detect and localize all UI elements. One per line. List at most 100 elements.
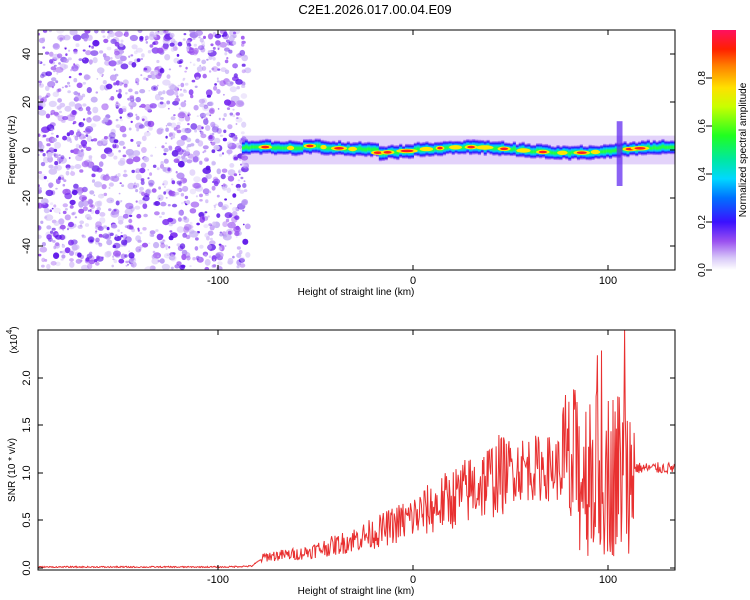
noise-speckle (240, 176, 244, 180)
noise-speckle (232, 63, 239, 69)
noise-speckle (115, 101, 119, 105)
noise-speckle (115, 124, 121, 128)
noise-speckle (211, 126, 219, 133)
noise-speckle (236, 117, 239, 120)
noise-speckle (207, 230, 214, 236)
noise-speckle (148, 126, 153, 131)
noise-speckle (40, 198, 49, 205)
noise-speckle (229, 202, 232, 205)
noise-speckle (164, 54, 171, 61)
noise-speckle (42, 156, 49, 164)
noise-speckle (103, 38, 109, 44)
noise-speckle (160, 242, 166, 249)
noise-speckle (176, 148, 184, 155)
noise-speckle (161, 263, 170, 270)
noise-speckle (184, 70, 187, 73)
noise-speckle (186, 255, 191, 261)
noise-speckle (242, 154, 246, 157)
noise-speckle (188, 224, 194, 229)
noise-speckle (183, 152, 187, 157)
noise-speckle (92, 106, 99, 114)
noise-speckle (233, 36, 236, 38)
noise-speckle (50, 202, 54, 206)
noise-speckle (152, 164, 157, 168)
noise-speckle (38, 60, 41, 64)
noise-speckle (117, 215, 125, 222)
noise-speckle (110, 223, 118, 229)
noise-speckle (196, 222, 200, 226)
noise-speckle (241, 69, 246, 74)
noise-speckle (40, 220, 44, 224)
noise-speckle (124, 254, 128, 258)
noise-speckle (239, 189, 245, 194)
noise-speckle (61, 177, 65, 181)
noise-speckle (233, 226, 241, 233)
noise-speckle (181, 253, 187, 261)
noise-speckle (55, 261, 61, 267)
noise-speckle (243, 162, 249, 169)
noise-speckle (110, 199, 113, 202)
noise-speckle (121, 239, 128, 246)
noise-speckle (74, 216, 78, 219)
noise-speckle (84, 223, 90, 227)
noise-speckle (107, 151, 114, 157)
noise-speckle (211, 149, 216, 154)
noise-speckle (211, 132, 215, 136)
noise-speckle (60, 258, 64, 261)
noise-speckle (160, 201, 167, 207)
noise-speckle (91, 179, 96, 183)
noise-speckle (65, 189, 69, 192)
noise-speckle (211, 67, 215, 71)
noise-speckle (136, 213, 142, 219)
noise-speckle (235, 117, 243, 123)
noise-speckle (204, 266, 210, 270)
noise-speckle (68, 85, 71, 87)
noise-speckle (112, 258, 115, 261)
noise-speckle (242, 183, 247, 188)
snr-x-axis: -100 0 100 Height of straight line (km) (207, 330, 617, 597)
signal-band-segment (244, 139, 248, 155)
noise-speckle (52, 43, 60, 50)
noise-speckle (43, 208, 50, 214)
noise-speckle (224, 52, 228, 56)
noise-speckle (232, 114, 236, 118)
noise-speckle (236, 187, 241, 192)
noise-speckle (77, 150, 85, 157)
noise-speckle (115, 200, 120, 206)
noise-speckle (215, 40, 221, 46)
noise-speckle (216, 61, 221, 67)
noise-speckle (145, 77, 149, 81)
snr-xtick: 100 (599, 574, 617, 586)
noise-speckle (88, 59, 93, 65)
noise-speckle (125, 92, 128, 95)
signal-band-segment (375, 142, 379, 157)
noise-speckle (122, 234, 128, 240)
noise-speckle (112, 244, 117, 249)
noise-speckle (219, 233, 224, 237)
signal-hotspot (557, 150, 568, 155)
noise-speckle (215, 251, 224, 259)
noise-speckle (177, 84, 181, 87)
noise-speckle (83, 58, 85, 61)
noise-speckle (103, 117, 109, 123)
noise-speckle (90, 123, 97, 128)
noise-speckle (136, 128, 140, 132)
noise-speckle (234, 136, 238, 140)
noise-speckle (65, 170, 70, 176)
noise-speckle (189, 230, 199, 238)
noise-speckle (241, 168, 245, 171)
noise-speckle (171, 203, 178, 208)
noise-speckle (218, 153, 223, 157)
noise-speckle (232, 255, 235, 259)
noise-speckle (183, 89, 188, 93)
noise-speckle (73, 63, 76, 66)
noise-speckle (58, 218, 65, 225)
noise-speckle (221, 34, 225, 37)
noise-speckle (46, 92, 51, 98)
noise-speckle (131, 169, 135, 174)
noise-speckle (241, 43, 245, 47)
noise-speckle (99, 50, 104, 54)
noise-speckle (174, 264, 180, 269)
noise-speckle (137, 30, 143, 34)
signal-band-segment (250, 140, 254, 154)
